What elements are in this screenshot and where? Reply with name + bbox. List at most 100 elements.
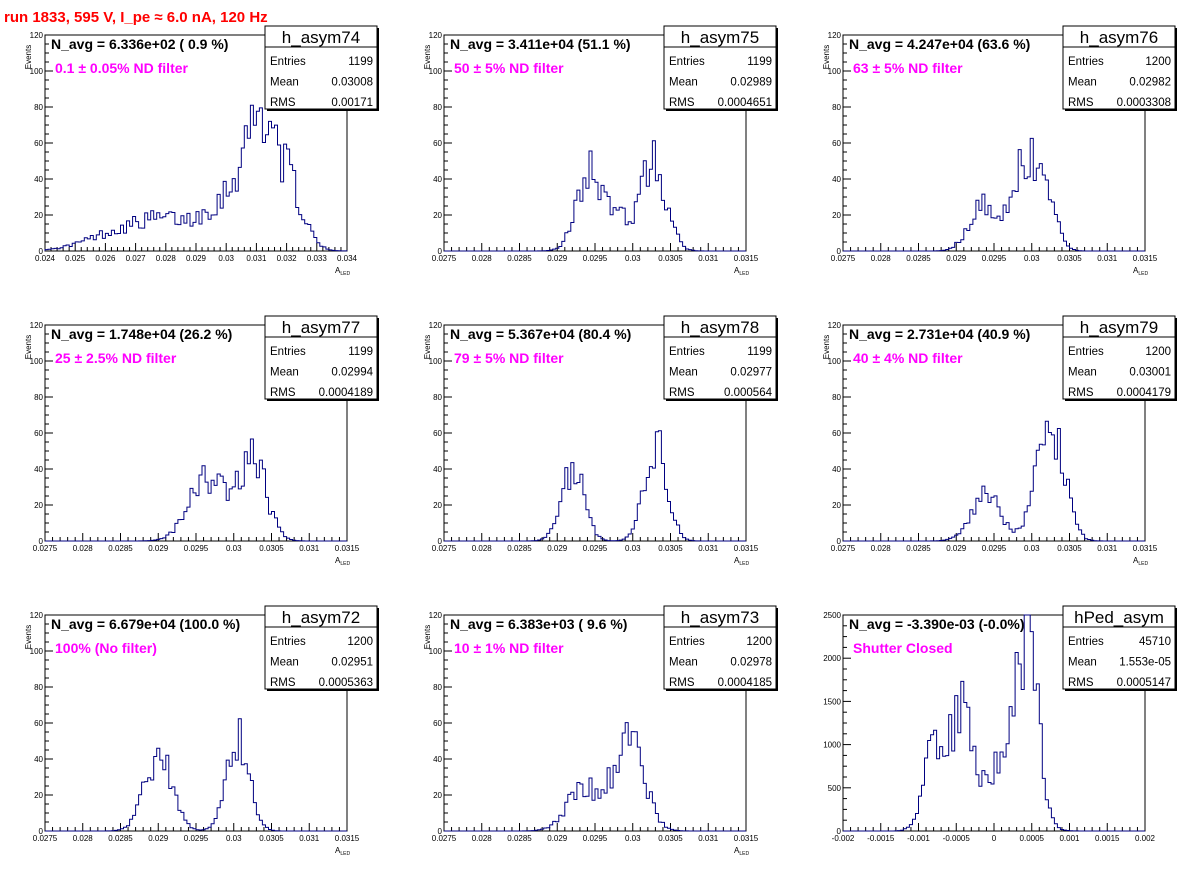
stat-rms-label: RMS [270, 97, 296, 109]
y-tick-label: 40 [832, 465, 841, 474]
stat-mean-value: 0.02982 [1129, 77, 1171, 89]
stat-entries-label: Entries [669, 346, 705, 358]
stat-entries-label: Entries [1068, 346, 1104, 358]
stat-rms-label: RMS [270, 387, 296, 399]
y-tick-label: 80 [34, 393, 43, 402]
y-tick-label: 100 [30, 647, 44, 656]
x-tick-label: -0.0005 [943, 834, 971, 843]
stat-mean-value: 0.03008 [331, 77, 373, 89]
x-tick-label: 0.03 [625, 544, 641, 553]
histogram-svg: 0 20 40 60 80 100 120 0.024 0.025 0.026 0.027 0.028… [24, 25, 379, 277]
y-tick-label: 100 [429, 647, 443, 656]
y-axis-label: Events [423, 335, 432, 359]
stat-rms-value: 0.0004185 [718, 677, 772, 689]
y-tick-label: 40 [433, 175, 442, 184]
x-tick-label: 0.031 [299, 834, 320, 843]
x-axis-label: ALED [1133, 266, 1148, 277]
x-tick-label: 0.026 [95, 254, 116, 263]
x-tick-label: 0.0275 [432, 834, 457, 843]
stat-entries-value: 1200 [1145, 346, 1171, 358]
histogram-line [44, 104, 348, 252]
x-tick-label: 0.03 [226, 544, 242, 553]
x-tick-label: 0.031 [299, 544, 320, 553]
stat-entries-label: Entries [270, 346, 306, 358]
x-tick-label: 0.03 [625, 254, 641, 263]
histogram-line [843, 137, 1145, 252]
histogram-line [45, 438, 347, 542]
stats-box [1062, 315, 1176, 400]
x-tick-label: 0.027 [126, 254, 147, 263]
y-tick-label: 120 [429, 321, 443, 330]
histogram-svg: 0 20 40 60 80 100 120 0.0275 0.028 0.0285 0.029 0.0… [423, 25, 778, 277]
x-tick-label: 0.0285 [507, 834, 532, 843]
histogram-h-asym73: 0 20 40 60 80 100 120 0.0275 0.028 0.0285 0.029 0.0… [399, 603, 786, 877]
x-tick-label: 0.033 [307, 254, 328, 263]
y-tick-label: 0 [39, 537, 44, 546]
stat-mean-value: 0.02977 [730, 367, 772, 379]
y-tick-label: 20 [433, 791, 442, 800]
stat-mean-label: Mean [669, 77, 698, 89]
x-tick-label: 0.029 [547, 834, 568, 843]
stat-rms-value: 0.0005363 [319, 677, 373, 689]
y-tick-label: 0 [39, 827, 44, 836]
histogram-h-asym74: 0 20 40 60 80 100 120 0.024 0.025 0.026 0.027 0.028… [0, 23, 387, 297]
stat-rms-value: 0.0004179 [1117, 387, 1171, 399]
x-axis-label: ALED [734, 266, 749, 277]
histogram-hped-asym: 0 500 1000 1500 2000 2500 -0.002 -0.0015 -0.001 -… [798, 603, 1185, 877]
x-tick-label: 0.025 [65, 254, 86, 263]
y-tick-label: 120 [828, 321, 842, 330]
x-tick-label: 0.0295 [184, 544, 209, 553]
navg-label: N_avg = -3.390e-03 (-0.0%) [849, 616, 1024, 632]
y-tick-label: 60 [832, 429, 841, 438]
stat-entries-value: 1200 [1145, 56, 1171, 68]
stat-rms-label: RMS [1068, 677, 1094, 689]
x-tick-label: 0.0315 [734, 544, 759, 553]
stats-box [663, 315, 777, 400]
navg-label: N_avg = 6.336e+02 ( 0.9 %) [51, 36, 228, 52]
histogram-h-asym75: 0 20 40 60 80 100 120 0.0275 0.028 0.0285 0.029 0.0… [399, 23, 786, 297]
y-tick-label: 20 [34, 501, 43, 510]
y-tick-label: 60 [34, 429, 43, 438]
x-tick-label: -0.001 [907, 834, 930, 843]
y-tick-label: 60 [433, 429, 442, 438]
x-tick-label: 0.03 [218, 254, 234, 263]
x-tick-label: 0.028 [871, 254, 892, 263]
x-tick-label: 0.028 [472, 254, 493, 263]
stat-mean-label: Mean [669, 657, 698, 669]
navg-label: N_avg = 6.383e+03 ( 9.6 %) [450, 616, 627, 632]
x-tick-label: 0.029 [946, 254, 967, 263]
stat-mean-value: 0.02994 [331, 367, 373, 379]
navg-label: N_avg = 6.679e+04 (100.0 %) [51, 616, 240, 632]
y-tick-label: 20 [832, 211, 841, 220]
stat-mean-label: Mean [669, 367, 698, 379]
x-tick-label: 0.028 [156, 254, 177, 263]
x-tick-label: 0.0285 [906, 544, 931, 553]
y-tick-label: 80 [433, 103, 442, 112]
histogram-name: h_asym78 [681, 318, 759, 337]
navg-label: N_avg = 3.411e+04 (51.1 %) [450, 36, 631, 52]
stat-rms-label: RMS [669, 677, 695, 689]
y-tick-label: 2000 [823, 654, 841, 663]
x-tick-label: 0.029 [946, 544, 967, 553]
histogram-svg: 0 20 40 60 80 100 120 0.0275 0.028 0.0285 0.029 0.0… [822, 25, 1177, 277]
x-tick-label: 0.0305 [1057, 544, 1082, 553]
y-axis-label: Events [822, 335, 831, 359]
stats-box [663, 605, 777, 690]
stat-rms-value: 0.00171 [331, 97, 373, 109]
stat-rms-label: RMS [270, 677, 296, 689]
stat-entries-value: 45710 [1139, 636, 1171, 648]
x-tick-label: 0.002 [1135, 834, 1156, 843]
stat-mean-label: Mean [270, 657, 299, 669]
filter-label: 100% (No filter) [55, 640, 157, 656]
histogram-name: h_asym74 [282, 28, 360, 47]
stat-mean-label: Mean [270, 367, 299, 379]
x-tick-label: 0 [992, 834, 997, 843]
stat-mean-label: Mean [1068, 367, 1097, 379]
y-tick-label: 120 [828, 31, 842, 40]
y-tick-label: 0 [837, 247, 842, 256]
histogram-line [843, 420, 1145, 542]
x-tick-label: -0.002 [832, 834, 855, 843]
stats-box [264, 25, 378, 110]
x-tick-label: 0.0315 [335, 834, 360, 843]
y-tick-label: 500 [828, 784, 842, 793]
